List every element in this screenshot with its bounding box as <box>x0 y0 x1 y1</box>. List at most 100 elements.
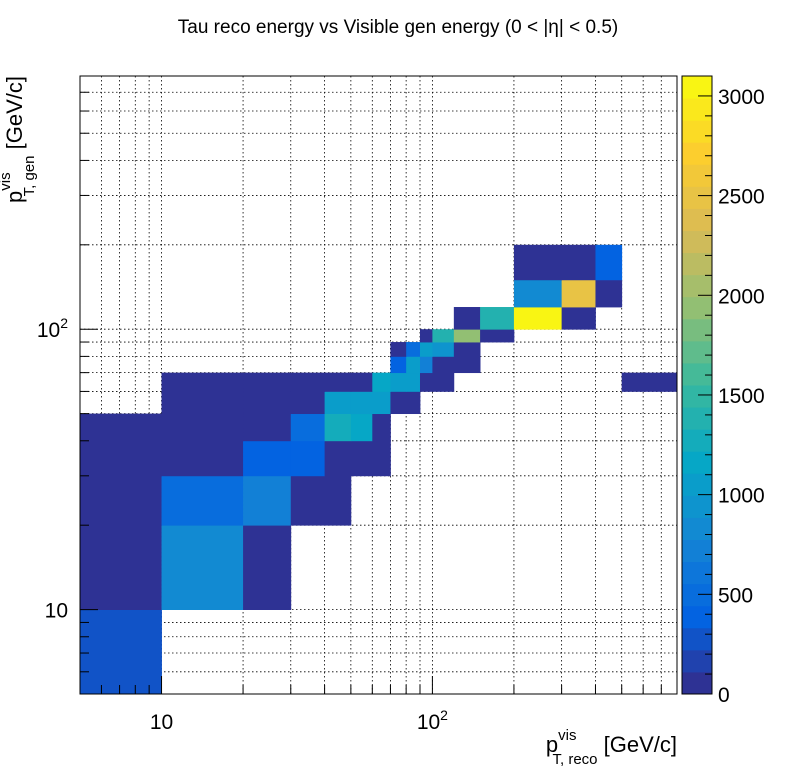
colorbar-tick-label: 2500 <box>718 186 765 209</box>
heatmap-cell <box>406 372 421 392</box>
heatmap-cell <box>453 307 481 330</box>
colorbar-swatch <box>682 164 712 187</box>
heatmap-cell <box>324 372 352 392</box>
colorbar-swatch <box>682 274 712 298</box>
heatmap-cell <box>480 307 515 330</box>
heatmap-cell <box>595 244 623 281</box>
heatmap-cells <box>80 244 678 695</box>
colorbar-swatch <box>682 385 712 408</box>
colorbar-swatch <box>682 230 712 254</box>
colorbar-swatch <box>682 671 712 695</box>
x-axis-ticks: 10 102 <box>100 676 662 734</box>
heatmap-cell <box>513 279 563 308</box>
heatmap-cell <box>290 440 326 477</box>
heatmap-cell <box>453 342 481 357</box>
heatmap-cell <box>595 279 623 308</box>
colorbar-swatch <box>682 605 712 629</box>
colorbar-swatch <box>682 517 712 540</box>
colorbar-swatch <box>682 318 712 342</box>
colorbar-tick-label: 500 <box>718 584 753 607</box>
heatmap-cell <box>161 475 244 526</box>
heatmap-cell <box>372 440 391 477</box>
colorbar: 0 500 1000 1500 2000 2500 3000 <box>681 75 765 707</box>
heatmap-cell <box>324 440 352 477</box>
heatmap-cell <box>243 475 292 526</box>
heatmap-cell <box>419 329 433 343</box>
heatmap-cell <box>290 372 326 392</box>
heatmap-cell <box>561 244 596 281</box>
heatmap-cell <box>350 372 373 392</box>
colorbar-swatch <box>682 561 712 585</box>
heatmap-cell <box>243 440 292 477</box>
colorbar-swatch <box>682 98 712 121</box>
heatmap-cell <box>80 609 162 695</box>
heatmap-cell <box>561 307 596 330</box>
colorbar-tick-label: 1000 <box>718 485 765 508</box>
heatmap-cell <box>419 342 433 357</box>
colorbar-swatch <box>682 296 712 320</box>
heatmap-cell <box>243 525 292 610</box>
heatmap-cell <box>621 372 678 392</box>
heatmap-cell <box>350 413 373 442</box>
heatmap-cell <box>161 413 244 442</box>
heatmap-cell <box>324 475 352 526</box>
heatmap-cell <box>513 307 563 330</box>
heatmap-cell <box>372 391 391 415</box>
heatmap-cell <box>161 440 244 477</box>
heatmap-cell <box>453 356 481 374</box>
heatmap-cell <box>453 329 481 343</box>
heatmap-cell <box>350 391 373 415</box>
heatmap-cell <box>406 342 421 357</box>
colorbar-swatch <box>682 649 712 673</box>
colorbar-swatch <box>682 583 712 607</box>
heatmap-cell <box>480 329 515 343</box>
y-axis-ticks: 10 102 <box>37 91 98 673</box>
y-tick-label: 10 <box>45 600 68 623</box>
heatmap-cell <box>290 391 326 415</box>
heatmap-cell <box>561 279 596 308</box>
heatmap-cell <box>243 413 292 442</box>
heatmap-cell <box>419 356 433 374</box>
y-axis-label: pvis T, gen [GeV/c] <box>0 76 38 203</box>
heatmap-cell <box>372 372 391 392</box>
x-axis-title: pvis T, reco [GeV/c] <box>546 727 677 768</box>
heatmap-cell <box>390 372 407 392</box>
heatmap-cell <box>324 413 352 442</box>
heatmap-cell <box>432 342 455 357</box>
colorbar-swatch <box>682 495 712 518</box>
heatmap-cell <box>350 440 373 477</box>
x-tick-label: 102 <box>417 707 448 734</box>
heatmap-cell <box>290 475 326 526</box>
colorbar-swatch <box>682 120 712 143</box>
colorbar-swatch <box>682 407 712 430</box>
heatmap-cell <box>406 391 421 415</box>
plot-frame <box>79 75 678 695</box>
heatmap-cell <box>513 244 563 281</box>
heatmap-cell <box>390 391 407 415</box>
y-tick-label: 102 <box>37 315 68 342</box>
heatmap-cell <box>406 356 421 374</box>
heatmap-cell <box>80 440 162 477</box>
colorbar-frame <box>681 75 713 695</box>
heatmap-cell <box>290 413 326 442</box>
colorbar-swatch <box>682 539 712 563</box>
colorbar-tick-label: 2000 <box>718 285 765 308</box>
colorbar-swatch <box>682 627 712 651</box>
colorbar-swatch <box>682 429 712 452</box>
colorbar-swatch <box>682 362 712 386</box>
heatmap-cell <box>432 329 455 343</box>
x-axis-label: pvis T, reco [GeV/c] <box>546 727 677 768</box>
colorbar-swatch <box>682 208 712 231</box>
heatmap-cell <box>372 413 391 442</box>
heatmap-cell <box>243 391 292 415</box>
colorbar-swatch <box>682 142 712 165</box>
heatmap-cell <box>80 475 162 526</box>
colorbar-swatch <box>682 340 712 364</box>
colorbar-tick-label: 3000 <box>718 86 765 109</box>
chart-title: Tau reco energy vs Visible gen energy (0… <box>178 17 618 38</box>
heatmap-cell <box>243 372 292 392</box>
heatmap-cell <box>324 391 352 415</box>
heatmap-cell <box>432 356 455 374</box>
colorbar-swatch <box>682 186 712 209</box>
